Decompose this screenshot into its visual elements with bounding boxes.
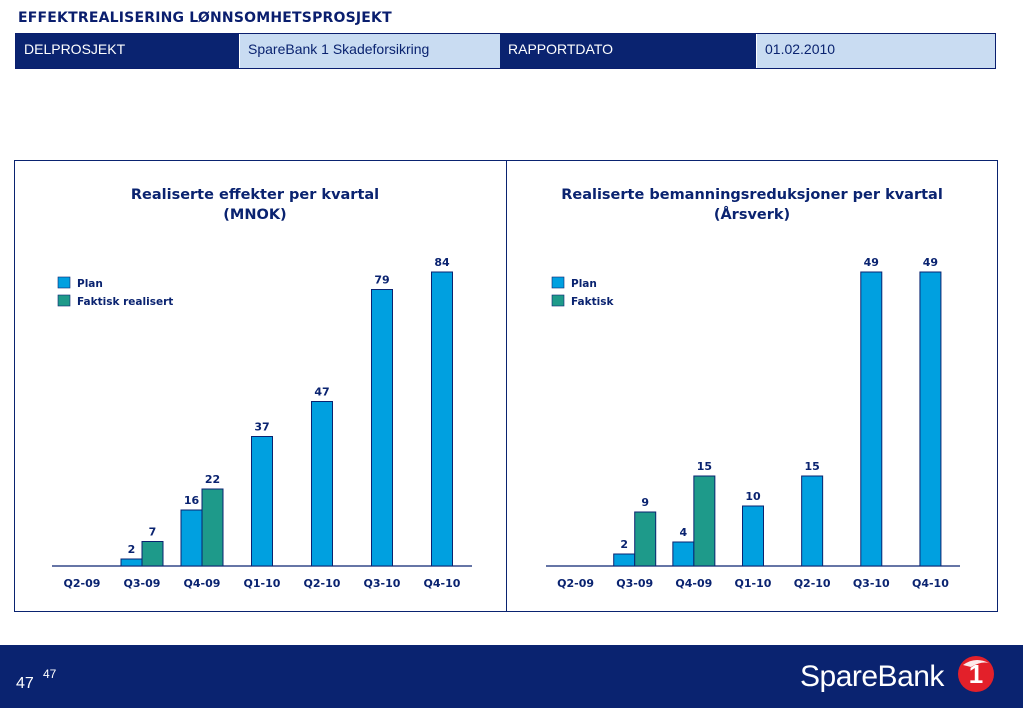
chart-1-x-tick-4: Q1-10: [244, 577, 281, 590]
chart-1-legend-label-1: Plan: [77, 278, 103, 290]
chart-2-x-tick-6: Q3-10: [853, 577, 890, 590]
chart-2-data-label-plan-2: 2: [620, 538, 628, 551]
chart-2-bar-faktisk-2: [634, 511, 657, 567]
chart-1-bar-plan-7: [431, 271, 453, 567]
charts-divider: [506, 160, 507, 612]
chart-2-x-tick-4: Q1-10: [735, 577, 772, 590]
chart-1-bar-plan-6: [371, 289, 393, 567]
chart-2-subtitle: (Årsverk): [714, 206, 790, 223]
rapportdato-label: RAPPORTDATO: [500, 34, 756, 68]
page-number-superscript: 47: [43, 667, 57, 681]
logo-mark-digit: 1: [969, 659, 983, 689]
chart-1-bar-plan-4: [251, 436, 273, 567]
chart-2-legend-label-1: Plan: [571, 278, 597, 290]
chart-2-x-tick-3: Q4-09: [675, 577, 712, 590]
chart-2-data-label-plan-4: 10: [745, 490, 761, 503]
chart-2-title: Realiserte bemanningsreduksjoner per kva…: [561, 187, 943, 203]
chart-2-data-label-plan-5: 15: [804, 460, 819, 473]
chart-1-x-tick-5: Q2-10: [304, 577, 341, 590]
chart-1-data-label-plan-6: 79: [374, 274, 389, 287]
chart-2-legend-swatch-1: [551, 276, 565, 289]
chart-1-data-label-plan-4: 37: [254, 421, 269, 434]
chart-1-subtitle: (MNOK): [223, 207, 286, 223]
chart-1-data-label-plan-7: 84: [434, 256, 450, 269]
chart-1-legend-swatch-1: [57, 276, 71, 289]
delprosjekt-label: DELPROSJEKT: [16, 34, 239, 68]
chart-1-data-label-plan-2: 2: [128, 543, 136, 556]
chart-2-bar-plan-7: [919, 271, 942, 567]
chart-1-bar-plan-3: [180, 509, 203, 567]
chart-2-data-label-faktisk-2: 9: [641, 496, 649, 509]
sparebank-logo-mark-icon: 1: [958, 656, 994, 692]
chart-1-x-tick-2: Q3-09: [124, 577, 161, 590]
delprosjekt-value: SpareBank 1 Skadeforsikring: [239, 34, 500, 68]
chart-2-legend-swatch-2: [551, 294, 565, 307]
chart-2-data-label-plan-6: 49: [864, 256, 879, 269]
chart-2-x-tick-1: Q2-09: [557, 577, 594, 590]
chart-1-bar-faktisk-2: [141, 541, 164, 567]
chart-2-bar-plan-3: [672, 541, 695, 567]
footer: 47 47 SpareBank 1: [0, 645, 1023, 708]
chart-2-legend-label-2: Faktisk: [571, 296, 614, 308]
chart-1-data-label-plan-5: 47: [314, 386, 329, 399]
chart-2-x-tick-2: Q3-09: [616, 577, 653, 590]
chart-2-x-tick-5: Q2-10: [794, 577, 831, 590]
chart-1-x-tick-7: Q4-10: [424, 577, 461, 590]
chart-2-bar-plan-5: [801, 475, 824, 567]
chart-2-x-tick-7: Q4-10: [912, 577, 949, 590]
chart-1-bar-faktisk-3: [201, 488, 224, 567]
chart-2-bar-plan-6: [860, 271, 883, 567]
chart-1-x-tick-1: Q2-09: [64, 577, 101, 590]
rapportdato-value: 01.02.2010: [756, 34, 995, 68]
chart-2-bar-faktisk-3: [693, 475, 716, 567]
chart-1-data-label-plan-3: 16: [184, 494, 200, 507]
chart-1-legend-swatch-2: [57, 294, 71, 307]
chart-2-data-label-faktisk-3: 15: [697, 460, 712, 473]
chart-1-title: Realiserte effekter per kvartal: [131, 187, 379, 203]
page-number: 47: [16, 675, 34, 692]
chart-2-bar-plan-2: [613, 553, 636, 567]
chart-1-legend-label-2: Faktisk realisert: [77, 296, 173, 308]
chart-1-bar-plan-5: [311, 401, 333, 567]
chart-2-data-label-plan-3: 4: [680, 526, 688, 539]
chart-1-x-tick-6: Q3-10: [364, 577, 401, 590]
chart-1-bar-plan-2: [120, 558, 143, 567]
chart-1-data-label-faktisk-3: 22: [205, 473, 220, 486]
sparebank-logo-text: SpareBank: [800, 660, 944, 693]
header-table: DELPROSJEKT SpareBank 1 Skadeforsikring …: [15, 33, 996, 69]
chart-2-bar-plan-4: [742, 505, 764, 567]
chart-1-x-tick-3: Q4-09: [184, 577, 221, 590]
chart-2-data-label-plan-7: 49: [923, 256, 938, 269]
chart-1-data-label-faktisk-2: 7: [149, 526, 157, 539]
page-title: EFFEKTREALISERING LØNNSOMHETSPROSJEKT: [18, 10, 392, 26]
